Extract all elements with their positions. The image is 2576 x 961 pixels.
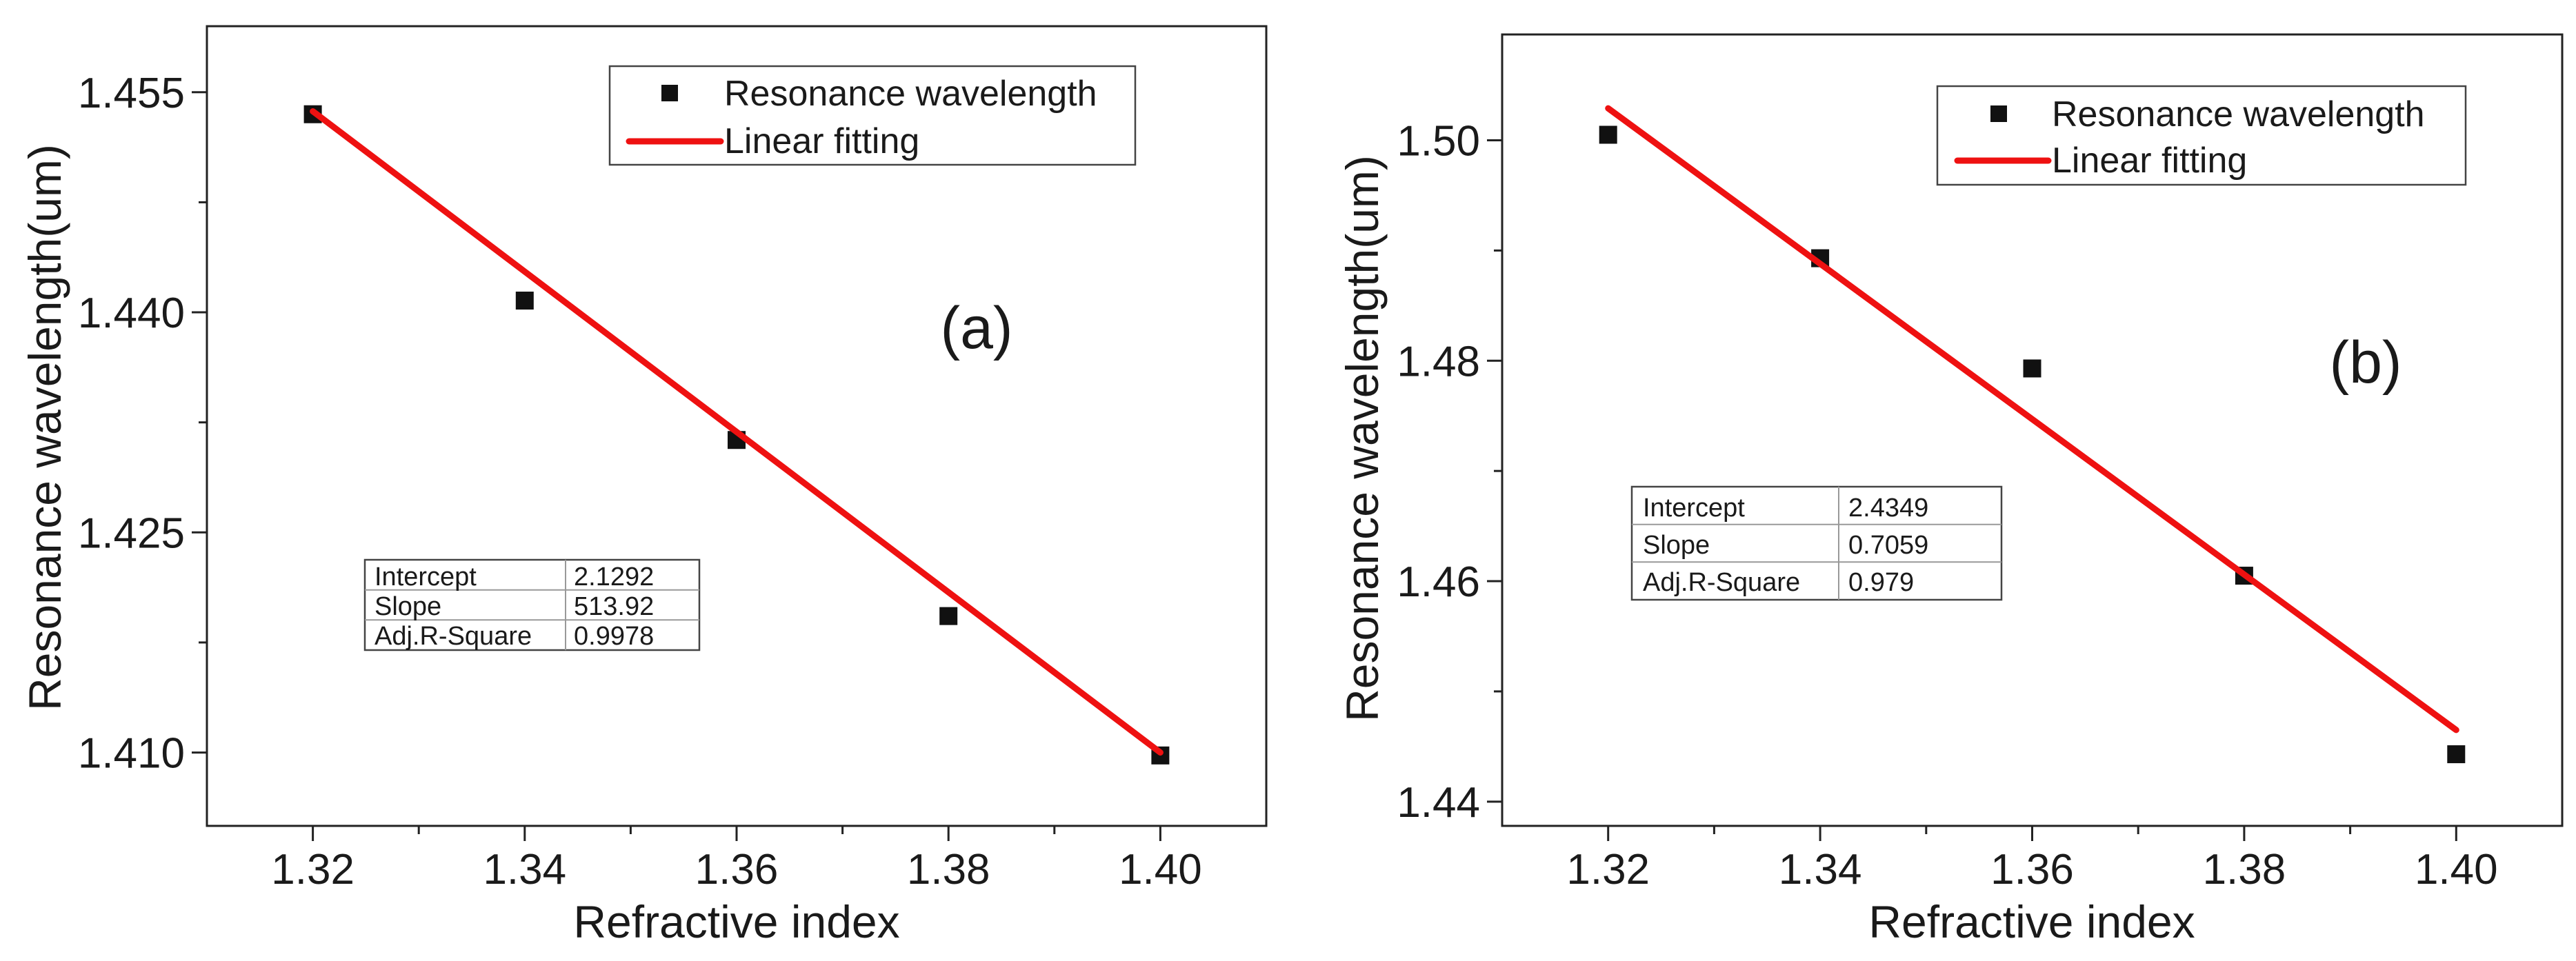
stats-table: Intercept 2.4349 Slope 0.7059 Adj.R-Squa…: [1630, 485, 2003, 601]
data-point: [1599, 125, 1617, 144]
legend-label-resonance: Resonance wavelength: [2052, 94, 2425, 134]
stats-value: 0.979: [1848, 568, 1914, 597]
data-point: [2447, 745, 2466, 764]
legend: Resonance wavelength Linear fitting: [1936, 85, 2467, 186]
x-tick-label: 1.38: [907, 846, 990, 893]
x-tick-label: 1.32: [1566, 846, 1650, 893]
legend-box: [1936, 85, 2467, 186]
y-tick-label: 1.440: [78, 290, 185, 337]
stats-value: 513.92: [574, 592, 654, 621]
stats-table-box: [363, 558, 701, 651]
legend-label-resonance: Resonance wavelength: [724, 74, 1097, 114]
legend-marker-icon: [1990, 105, 2007, 122]
y-tick-label: 1.50: [1397, 117, 1480, 165]
y-tick-label: 1.410: [78, 730, 185, 778]
x-tick-label: 1.38: [2203, 846, 2286, 893]
legend-label-fit: Linear fitting: [724, 121, 919, 161]
stats-label: Slope: [375, 592, 441, 621]
stats-value: 2.4349: [1848, 494, 1928, 523]
data-point: [515, 292, 534, 310]
stats-value: 2.1292: [574, 563, 654, 591]
y-tick-label: 1.455: [78, 70, 185, 117]
legend-label-fit: Linear fitting: [2052, 141, 2247, 181]
stats-label: Intercept: [1643, 494, 1745, 523]
x-tick-label: 1.34: [1779, 846, 1862, 893]
x-tick-label: 1.34: [483, 846, 566, 893]
x-tick-label: 1.40: [2415, 846, 2498, 893]
stats-value: 0.9978: [574, 622, 654, 651]
x-tick-label: 1.32: [271, 846, 355, 893]
y-axis-title: Resonance wavelength(um): [1337, 155, 1388, 722]
y-tick-label: 1.48: [1397, 338, 1480, 385]
fit-line: [1605, 105, 2459, 734]
legend-marker-icon: [661, 85, 678, 101]
x-tick-label: 1.40: [1119, 846, 1202, 893]
x-axis-title: Refractive index: [573, 896, 899, 947]
chart-panel-a: 1.32 1.34 1.36 1.38 1.40 1.410 1.425 1.440 1.455…: [19, 25, 1268, 947]
chart-panel-b: 1.32 1.34 1.36 1.38 1.40 1.44 1.46 1.48 1.50 (b)…: [1337, 33, 2564, 947]
y-tick-label: 1.44: [1397, 779, 1480, 827]
legend-box: [608, 65, 1137, 166]
x-tick-label: 1.36: [695, 846, 779, 893]
panel-label: (a): [940, 295, 1012, 361]
x-axis-title: Refractive index: [1868, 896, 2195, 947]
stats-label: Adj.R-Square: [375, 622, 532, 651]
x-tick-label: 1.36: [1990, 846, 2074, 893]
panel-label: (b): [2329, 330, 2402, 396]
stats-value: 0.7059: [1848, 531, 1928, 560]
data-point: [2023, 359, 2041, 378]
stats-label: Intercept: [375, 563, 477, 591]
legend: Resonance wavelength Linear fitting: [608, 65, 1137, 166]
y-tick-label: 1.46: [1397, 558, 1480, 606]
fit-line: [310, 108, 1164, 756]
stats-label: Slope: [1643, 531, 1710, 560]
y-axis-title: Resonance wavelength(um): [19, 144, 70, 711]
stats-table-box: [1630, 485, 2003, 601]
stats-label: Adj.R-Square: [1643, 568, 1800, 597]
stats-table: Intercept 2.1292 Slope 513.92 Adj.R-Squa…: [363, 558, 701, 651]
data-point: [939, 607, 958, 625]
y-tick-label: 1.425: [78, 509, 185, 557]
